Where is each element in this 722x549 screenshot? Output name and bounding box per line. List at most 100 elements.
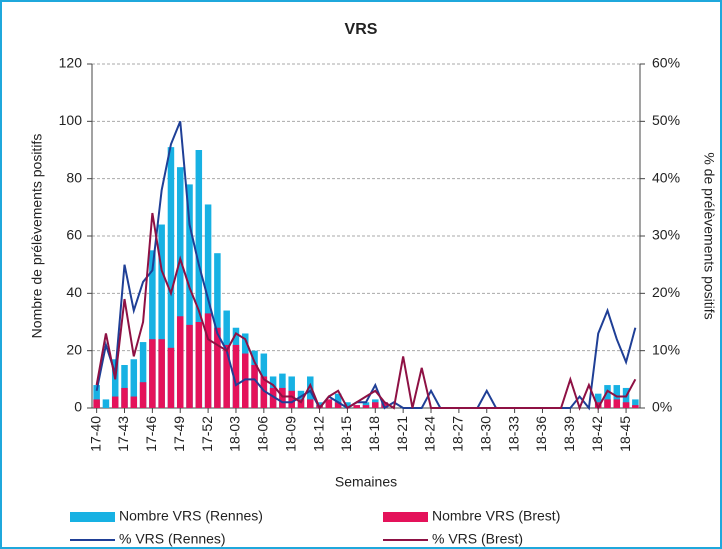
y2-tick-label: 0% [652,399,672,415]
y2-tick-label: 40% [652,169,680,185]
y-tick-label: 60 [66,227,82,243]
bar [251,365,258,408]
legend-label: % VRS (Rennes) [119,531,226,547]
x-tick-label: 18-21 [394,416,410,452]
bar [195,150,203,408]
x-tick-label: 17-52 [199,416,215,452]
bar [307,399,314,408]
bar [121,365,128,408]
bar [130,396,138,408]
legend-label: % VRS (Brest) [432,531,523,547]
chart-title: VRS [345,21,378,38]
bar [204,204,212,408]
x-tick-label: 18-18 [366,416,382,452]
y2-tick-label: 50% [652,112,680,128]
y-tick-label: 100 [59,112,83,128]
y-tick-label: 0 [74,399,82,415]
x-tick-label: 18-12 [310,416,326,452]
bar [176,167,184,408]
bar [353,405,360,408]
bar [622,387,630,408]
y-tick-label: 40 [66,284,82,300]
bar [111,396,119,408]
bar [362,405,370,408]
bar [372,402,379,408]
bar [167,147,175,408]
x-tick-label: 18-24 [422,416,438,452]
legend-label: Nombre VRS (Brest) [432,508,560,524]
y-tick-label: 20 [66,341,82,357]
bar [130,359,138,408]
bar [93,399,100,408]
x-tick-label: 18-03 [227,416,243,452]
legend-swatch [383,512,428,522]
x-tick-label: 18-33 [505,416,521,452]
x-axis-title: Semaines [335,474,397,490]
bar [288,390,295,408]
bar [186,184,193,408]
bar [102,399,110,408]
bar [260,376,268,408]
bar [176,316,184,408]
x-tick-label: 18-15 [338,416,354,452]
line [95,212,637,411]
x-tick-label: 18-09 [282,416,298,452]
x-tick-label: 18-27 [450,416,466,452]
x-tick-label: 18-45 [617,416,633,452]
bar [632,399,639,408]
bar [622,402,630,408]
x-tick-label: 17-40 [87,416,103,452]
y2-tick-label: 10% [652,341,680,357]
bar [93,385,100,408]
bar [121,387,128,408]
bar [325,399,333,408]
y2-tick-label: 60% [652,55,680,71]
x-tick-label: 17-43 [115,416,131,452]
bar [139,382,147,408]
bar [139,342,147,408]
y2-tick-label: 20% [652,284,680,300]
bar [158,224,165,408]
bar [223,344,230,408]
bar [167,347,175,408]
bar [381,402,388,408]
x-tick-label: 18-06 [255,416,271,452]
y2-axis-title: % de prélèvements positifs [701,152,717,319]
x-tick-label: 18-36 [533,416,549,452]
bar [149,339,156,408]
legend-label: Nombre VRS (Rennes) [119,508,263,524]
bar [334,393,342,408]
bar [594,402,602,408]
y-tick-label: 120 [59,55,83,71]
bar [269,387,277,408]
bar [149,250,156,408]
x-tick-label: 18-42 [589,416,605,452]
y2-tick-label: 30% [652,227,680,243]
bar [604,385,611,408]
bar [632,405,639,408]
bar [613,399,621,408]
bar [158,339,165,408]
bar [111,359,119,408]
bar [186,324,193,408]
x-tick-label: 18-30 [477,416,493,452]
bar [214,327,221,408]
bar [344,402,351,408]
bar [204,313,212,408]
legend-swatch [70,512,115,522]
y-axis-title: Nombre de prélèvements positifs [29,134,45,339]
x-tick-label: 17-46 [143,416,159,452]
bar [279,387,286,408]
x-tick-label: 18-39 [561,416,577,452]
bar [594,393,602,408]
bar [242,353,249,408]
x-tick-label: 17-49 [171,416,187,452]
bar [195,322,203,408]
bar [232,344,240,408]
bar [334,402,342,408]
y-tick-label: 80 [66,169,82,185]
bar [604,399,611,408]
bar [297,399,305,408]
